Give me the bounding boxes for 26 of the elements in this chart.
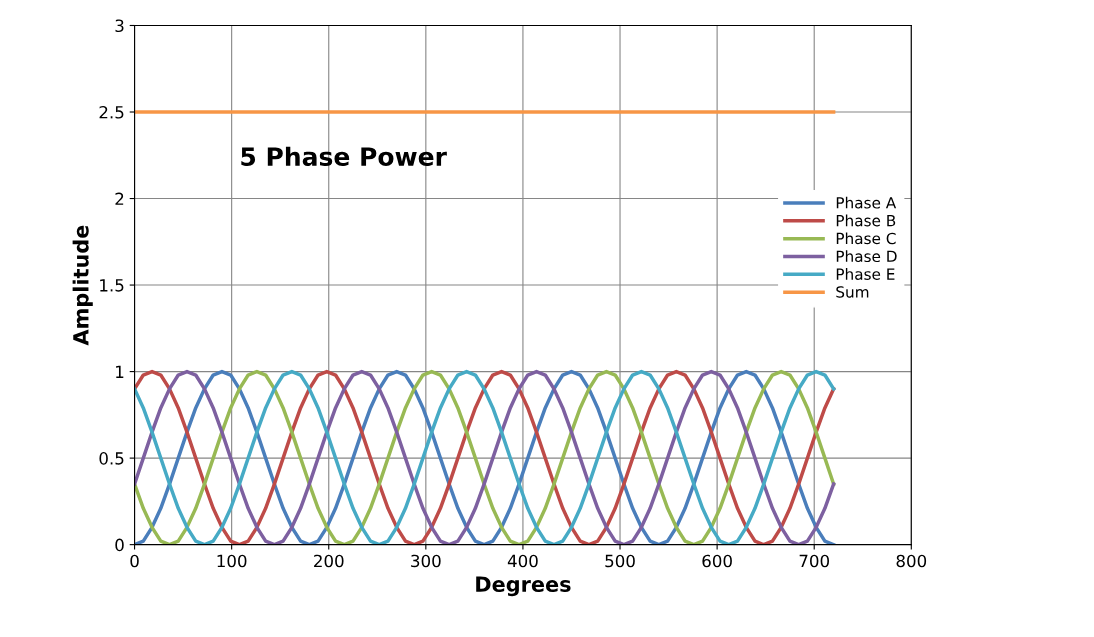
- x-tick-label: 400: [507, 554, 538, 568]
- x-tick-label: 600: [702, 554, 732, 568]
- y-tick-label: 0.5: [99, 452, 124, 465]
- y-tick-label: 3: [115, 19, 124, 33]
- y-tick-label: 0: [115, 538, 124, 552]
- x-tick-label: 200: [314, 554, 344, 568]
- text: 5 Phase Power: [241, 146, 447, 167]
- legend-label: Phase B: [836, 214, 896, 227]
- x-tick-label: 700: [799, 554, 830, 568]
- x-tick-label: 500: [605, 554, 635, 568]
- x-tick-label: 100: [217, 554, 247, 568]
- legend-label: Sum: [836, 286, 869, 298]
- y-tick-label: 1.5: [100, 279, 124, 292]
- x-tick-label: 800: [896, 554, 927, 568]
- legend-label: Phase D: [836, 250, 897, 263]
- y-tick-label: 2: [115, 192, 124, 205]
- legend-label: Phase C: [836, 232, 896, 245]
- x-tick-label: 0: [130, 554, 139, 568]
- y-tick-label: 1: [116, 365, 124, 378]
- y-axis-title: Amplitude: [72, 225, 93, 346]
- line-series: [134, 369, 836, 545]
- x-tick-label: 300: [411, 554, 441, 568]
- x-axis-title: Degrees: [476, 576, 571, 597]
- y-tick-label: 2.5: [99, 105, 124, 119]
- legend-label: Phase E: [836, 268, 895, 280]
- legend-label: Phase A: [836, 196, 897, 209]
